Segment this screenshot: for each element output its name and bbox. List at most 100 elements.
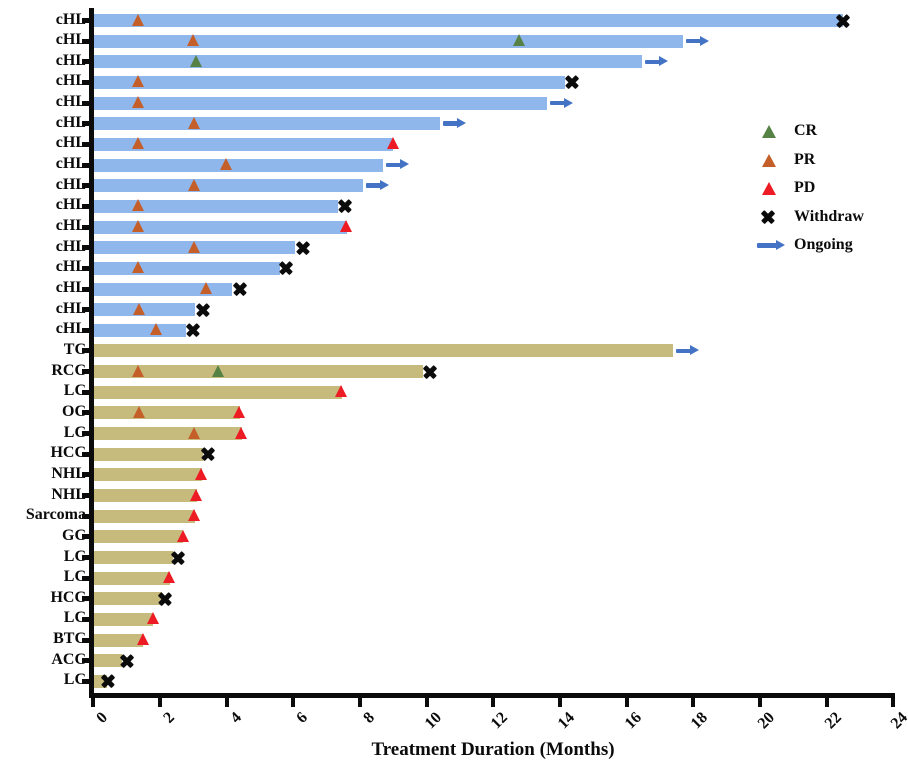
- row-label: cHL: [55, 237, 86, 255]
- duration-bar: [94, 137, 394, 151]
- withdraw-marker: [201, 447, 215, 461]
- legend-item-cr: CR: [756, 117, 864, 146]
- x-tick: [424, 698, 429, 707]
- pr-marker: [131, 75, 144, 88]
- row-label: LC: [63, 671, 86, 689]
- row-label: LC: [63, 547, 86, 565]
- duration-bar: [94, 261, 280, 275]
- pd-marker: [136, 633, 149, 646]
- row-label: TC: [63, 340, 86, 358]
- row-label: BTC: [53, 630, 86, 648]
- y-tick: [82, 245, 89, 251]
- x-tick-label: 10: [421, 709, 445, 733]
- x-tick-label: 4: [226, 709, 245, 727]
- duration-bar: [94, 96, 547, 110]
- duration-bar: [94, 344, 674, 358]
- pr-marker: [188, 178, 201, 191]
- row-label: GC: [62, 526, 86, 544]
- row-label: cHL: [55, 320, 86, 338]
- x-tick: [157, 698, 162, 707]
- duration-bar: [94, 612, 154, 626]
- y-tick: [82, 575, 89, 581]
- duration-bar: [94, 571, 170, 585]
- pd-marker: [190, 488, 203, 501]
- legend-label: Withdraw: [794, 207, 864, 225]
- withdraw-marker: [338, 199, 352, 213]
- withdraw-marker: [120, 654, 134, 668]
- legend-label: Ongoing: [794, 236, 853, 254]
- withdraw-x-icon: [761, 210, 775, 224]
- pd-marker: [195, 467, 208, 480]
- legend-label: PD: [794, 179, 816, 197]
- pr-marker: [131, 13, 144, 26]
- y-tick: [82, 286, 89, 292]
- pr-marker: [131, 364, 144, 377]
- duration-bar: [94, 592, 162, 606]
- withdraw-icon: [756, 209, 786, 225]
- ongoing-arrow: [676, 348, 692, 354]
- pr-marker: [131, 199, 144, 212]
- row-label: cHL: [55, 113, 86, 131]
- y-tick: [82, 100, 89, 106]
- pr-marker: [131, 137, 144, 150]
- duration-bar: [94, 654, 122, 668]
- pr-marker: [220, 158, 233, 171]
- x-tick: [691, 698, 696, 707]
- x-tick: [291, 698, 296, 707]
- ongoing-arrow: [386, 162, 402, 168]
- y-tick: [82, 678, 89, 684]
- row-label: LC: [63, 568, 86, 586]
- y-tick: [82, 183, 89, 189]
- y-tick: [82, 348, 89, 354]
- legend-item-ongoing: Ongoing: [756, 231, 864, 260]
- duration-bar: [94, 385, 342, 399]
- y-tick: [82, 265, 89, 271]
- x-tick-label: 22: [821, 709, 845, 733]
- x-tick-label: 2: [160, 709, 178, 727]
- duration-bar: [94, 199, 339, 213]
- y-tick: [82, 472, 89, 478]
- duration-bar: [94, 509, 195, 523]
- y-tick: [82, 162, 89, 168]
- duration-bar: [94, 323, 186, 337]
- y-tick: [82, 79, 89, 85]
- y-tick: [82, 327, 89, 333]
- pr-marker: [131, 220, 144, 233]
- y-tick: [82, 307, 89, 313]
- x-axis-title: Treatment Duration (Months): [371, 739, 615, 760]
- duration-bar: [94, 633, 144, 647]
- y-tick: [82, 141, 89, 147]
- duration-bar: [94, 468, 202, 482]
- row-label: NHL: [51, 464, 86, 482]
- row-label: cHL: [55, 93, 86, 111]
- ongoing-arrow: [366, 183, 382, 189]
- pr-marker: [133, 405, 146, 418]
- withdraw-marker: [233, 282, 247, 296]
- legend-label: CR: [794, 122, 818, 140]
- y-tick: [82, 38, 89, 44]
- row-label: HCC: [50, 444, 86, 462]
- y-tick: [82, 493, 89, 499]
- pr-marker: [186, 34, 199, 47]
- x-tick: [757, 698, 762, 707]
- x-tick: [624, 698, 629, 707]
- y-tick: [82, 637, 89, 643]
- y-tick: [82, 658, 89, 664]
- duration-bar: [94, 551, 174, 565]
- ongoing-arrow-head: [380, 180, 390, 191]
- row-label: ACC: [51, 650, 86, 668]
- ongoing-arrow-head-icon: [776, 239, 785, 250]
- row-label: LC: [63, 423, 86, 441]
- y-tick: [82, 369, 89, 375]
- y-tick: [82, 616, 89, 622]
- y-tick: [82, 431, 89, 437]
- row-label: cHL: [55, 196, 86, 214]
- x-tick: [891, 698, 896, 707]
- pd-marker: [235, 426, 248, 439]
- duration-bar: [94, 447, 204, 461]
- x-tick-label: 6: [293, 709, 312, 727]
- cr-triangle: [762, 125, 776, 139]
- ongoing-arrow: [549, 100, 565, 106]
- row-label: cHL: [55, 279, 86, 296]
